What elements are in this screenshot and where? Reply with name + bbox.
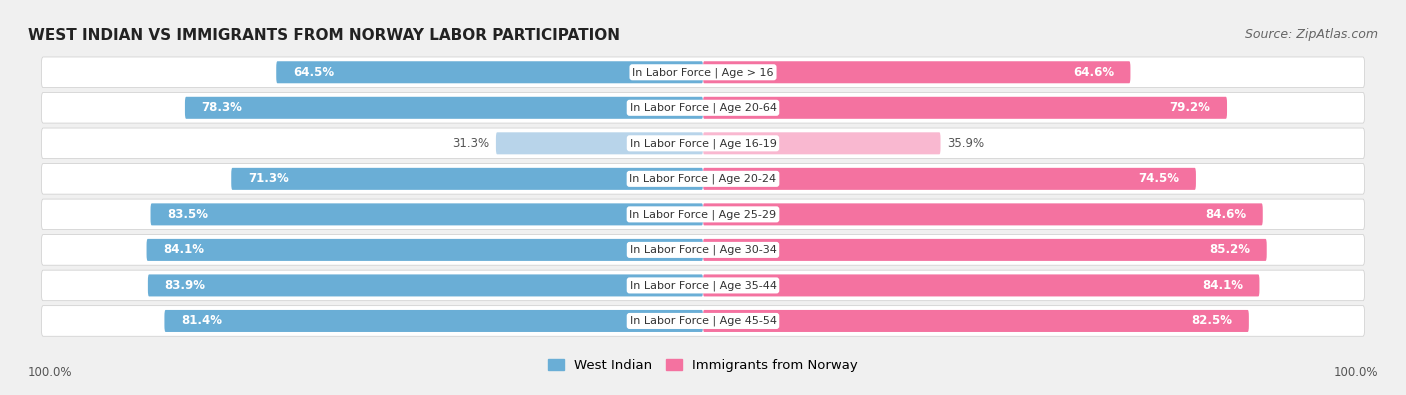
FancyBboxPatch shape bbox=[703, 132, 941, 154]
FancyBboxPatch shape bbox=[41, 164, 1365, 194]
Text: 84.1%: 84.1% bbox=[1202, 279, 1243, 292]
FancyBboxPatch shape bbox=[703, 239, 1267, 261]
FancyBboxPatch shape bbox=[703, 275, 1260, 296]
FancyBboxPatch shape bbox=[41, 128, 1365, 159]
Text: In Labor Force | Age 16-19: In Labor Force | Age 16-19 bbox=[630, 138, 776, 149]
FancyBboxPatch shape bbox=[150, 203, 703, 226]
FancyBboxPatch shape bbox=[703, 168, 1197, 190]
FancyBboxPatch shape bbox=[41, 92, 1365, 123]
Text: In Labor Force | Age 20-64: In Labor Force | Age 20-64 bbox=[630, 103, 776, 113]
Text: 82.5%: 82.5% bbox=[1191, 314, 1232, 327]
FancyBboxPatch shape bbox=[148, 275, 703, 296]
Text: WEST INDIAN VS IMMIGRANTS FROM NORWAY LABOR PARTICIPATION: WEST INDIAN VS IMMIGRANTS FROM NORWAY LA… bbox=[28, 28, 620, 43]
Text: 83.9%: 83.9% bbox=[165, 279, 205, 292]
Text: 64.6%: 64.6% bbox=[1073, 66, 1114, 79]
Text: 74.5%: 74.5% bbox=[1139, 172, 1180, 185]
Text: 64.5%: 64.5% bbox=[292, 66, 333, 79]
Text: 81.4%: 81.4% bbox=[181, 314, 222, 327]
Text: 84.1%: 84.1% bbox=[163, 243, 204, 256]
FancyBboxPatch shape bbox=[41, 235, 1365, 265]
Text: 31.3%: 31.3% bbox=[453, 137, 489, 150]
Text: Source: ZipAtlas.com: Source: ZipAtlas.com bbox=[1244, 28, 1378, 41]
Text: 78.3%: 78.3% bbox=[201, 101, 242, 114]
Text: In Labor Force | Age 30-34: In Labor Force | Age 30-34 bbox=[630, 245, 776, 255]
FancyBboxPatch shape bbox=[186, 97, 703, 119]
Text: In Labor Force | Age 25-29: In Labor Force | Age 25-29 bbox=[630, 209, 776, 220]
FancyBboxPatch shape bbox=[276, 61, 703, 83]
FancyBboxPatch shape bbox=[703, 97, 1227, 119]
FancyBboxPatch shape bbox=[41, 57, 1365, 88]
FancyBboxPatch shape bbox=[41, 306, 1365, 336]
Text: In Labor Force | Age 45-54: In Labor Force | Age 45-54 bbox=[630, 316, 776, 326]
Text: In Labor Force | Age > 16: In Labor Force | Age > 16 bbox=[633, 67, 773, 77]
FancyBboxPatch shape bbox=[703, 310, 1249, 332]
FancyBboxPatch shape bbox=[41, 270, 1365, 301]
Text: 85.2%: 85.2% bbox=[1209, 243, 1250, 256]
Text: 100.0%: 100.0% bbox=[1333, 366, 1378, 379]
Text: 83.5%: 83.5% bbox=[167, 208, 208, 221]
Text: 71.3%: 71.3% bbox=[247, 172, 288, 185]
Text: In Labor Force | Age 35-44: In Labor Force | Age 35-44 bbox=[630, 280, 776, 291]
Legend: West Indian, Immigrants from Norway: West Indian, Immigrants from Norway bbox=[543, 354, 863, 377]
FancyBboxPatch shape bbox=[146, 239, 703, 261]
FancyBboxPatch shape bbox=[41, 199, 1365, 229]
Text: 35.9%: 35.9% bbox=[948, 137, 984, 150]
Text: 79.2%: 79.2% bbox=[1170, 101, 1211, 114]
FancyBboxPatch shape bbox=[703, 61, 1130, 83]
FancyBboxPatch shape bbox=[165, 310, 703, 332]
FancyBboxPatch shape bbox=[231, 168, 703, 190]
Text: In Labor Force | Age 20-24: In Labor Force | Age 20-24 bbox=[630, 173, 776, 184]
FancyBboxPatch shape bbox=[703, 203, 1263, 226]
Text: 100.0%: 100.0% bbox=[28, 366, 73, 379]
FancyBboxPatch shape bbox=[496, 132, 703, 154]
Text: 84.6%: 84.6% bbox=[1205, 208, 1246, 221]
